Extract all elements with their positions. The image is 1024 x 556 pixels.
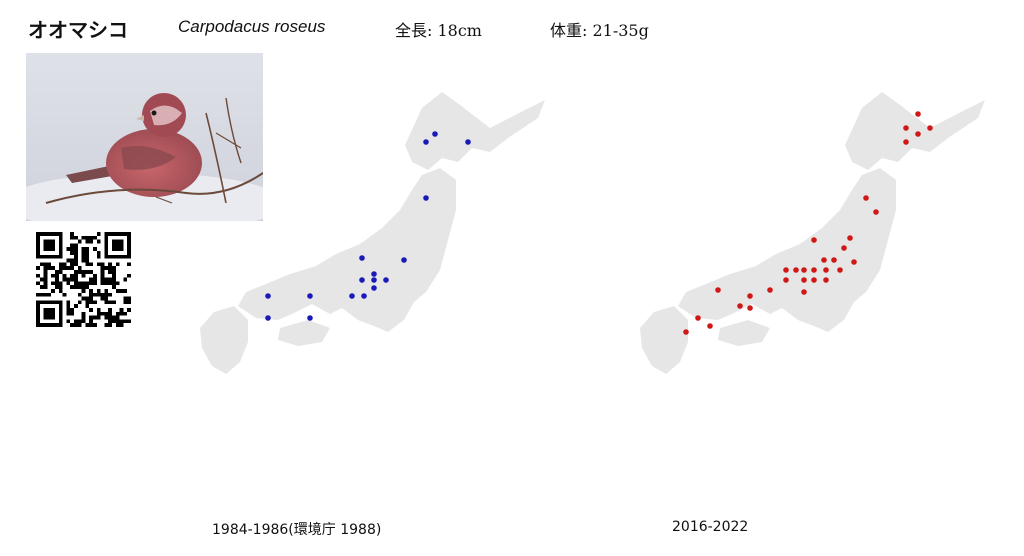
left-map-land-1 (238, 168, 456, 332)
right-map-sighting-point (811, 277, 817, 283)
right-map-sighting-point (927, 125, 933, 131)
right-map-sighting-point (747, 305, 753, 311)
right-map-sighting-point (851, 259, 857, 265)
right-map-sighting-point (915, 131, 921, 137)
right-map-sighting-point (831, 257, 837, 263)
right-map-land-0 (845, 92, 985, 170)
right-map-sighting-point (823, 277, 829, 283)
left-map-sighting-point (371, 285, 377, 291)
right-map-sighting-point (811, 267, 817, 273)
right-map-land-3 (640, 306, 688, 374)
left-map-sighting-point (349, 293, 355, 299)
right-map-sighting-point (767, 287, 773, 293)
distribution-map-2016-2022 (600, 70, 1020, 540)
left-map-land-3 (200, 306, 248, 374)
left-map-sighting-point (423, 139, 429, 145)
left-map-sighting-point (265, 293, 271, 299)
right-map-sighting-point (863, 195, 869, 201)
right-map-sighting-point (737, 303, 743, 309)
left-map-sighting-point (359, 255, 365, 261)
left-map-land-0 (405, 92, 545, 170)
species-name-scientific: Carpodacus roseus (178, 17, 326, 36)
left-map-sighting-point (371, 277, 377, 283)
right-map-sighting-point (903, 125, 909, 131)
left-map-sighting-point (371, 271, 377, 277)
map-label-right: 2016-2022 (672, 519, 749, 535)
left-map-sighting-point (432, 131, 438, 137)
right-map-sighting-point (707, 323, 713, 329)
left-map-sighting-point (401, 257, 407, 263)
body-weight: 体重: 21-35g (550, 21, 649, 40)
japan-map-right (640, 92, 985, 374)
right-map-sighting-point (715, 287, 721, 293)
right-map-sighting-point (823, 267, 829, 273)
right-map-sighting-point (903, 139, 909, 145)
right-map-sighting-point (793, 267, 799, 273)
right-map-sighting-point (747, 293, 753, 299)
right-map-sighting-point (873, 209, 879, 215)
right-map-land-2 (718, 320, 770, 346)
right-map-sighting-point (801, 277, 807, 283)
left-map-sighting-point (465, 139, 471, 145)
species-header: オオマシコ Carpodacus roseus 全長: 18cm 体重: 21-… (0, 0, 1024, 56)
right-map-sighting-point (811, 237, 817, 243)
left-map-sighting-point (265, 315, 271, 321)
japan-map-left (200, 92, 545, 374)
left-map-land-2 (278, 320, 330, 346)
left-map-sighting-point (307, 315, 313, 321)
right-map-sighting-point (821, 257, 827, 263)
right-map-sighting-point (783, 267, 789, 273)
rosefinch-photo-illustration (26, 53, 263, 221)
left-map-sighting-point (423, 195, 429, 201)
left-map-sighting-point (361, 293, 367, 299)
bird-photo (26, 53, 263, 221)
right-map-sighting-point (801, 289, 807, 295)
distribution-map-1984-1986 (160, 70, 600, 540)
species-name-japanese: オオマシコ (28, 18, 128, 42)
right-map-land-1 (678, 168, 896, 332)
map-label-left: 1984-1986(環境庁 1988) (212, 522, 382, 538)
right-map-sighting-point (841, 245, 847, 251)
right-map-sighting-point (801, 267, 807, 273)
right-map-sighting-point (683, 329, 689, 335)
qr-code-icon[interactable] (36, 232, 131, 327)
left-map-sighting-point (383, 277, 389, 283)
right-map-sighting-point (695, 315, 701, 321)
body-length: 全長: 18cm (395, 21, 482, 40)
left-map-sighting-point (359, 277, 365, 283)
right-map-sighting-point (783, 277, 789, 283)
right-map-sighting-point (915, 111, 921, 117)
right-map-sighting-point (837, 267, 843, 273)
right-map-sighting-point (847, 235, 853, 241)
left-map-sighting-point (307, 293, 313, 299)
